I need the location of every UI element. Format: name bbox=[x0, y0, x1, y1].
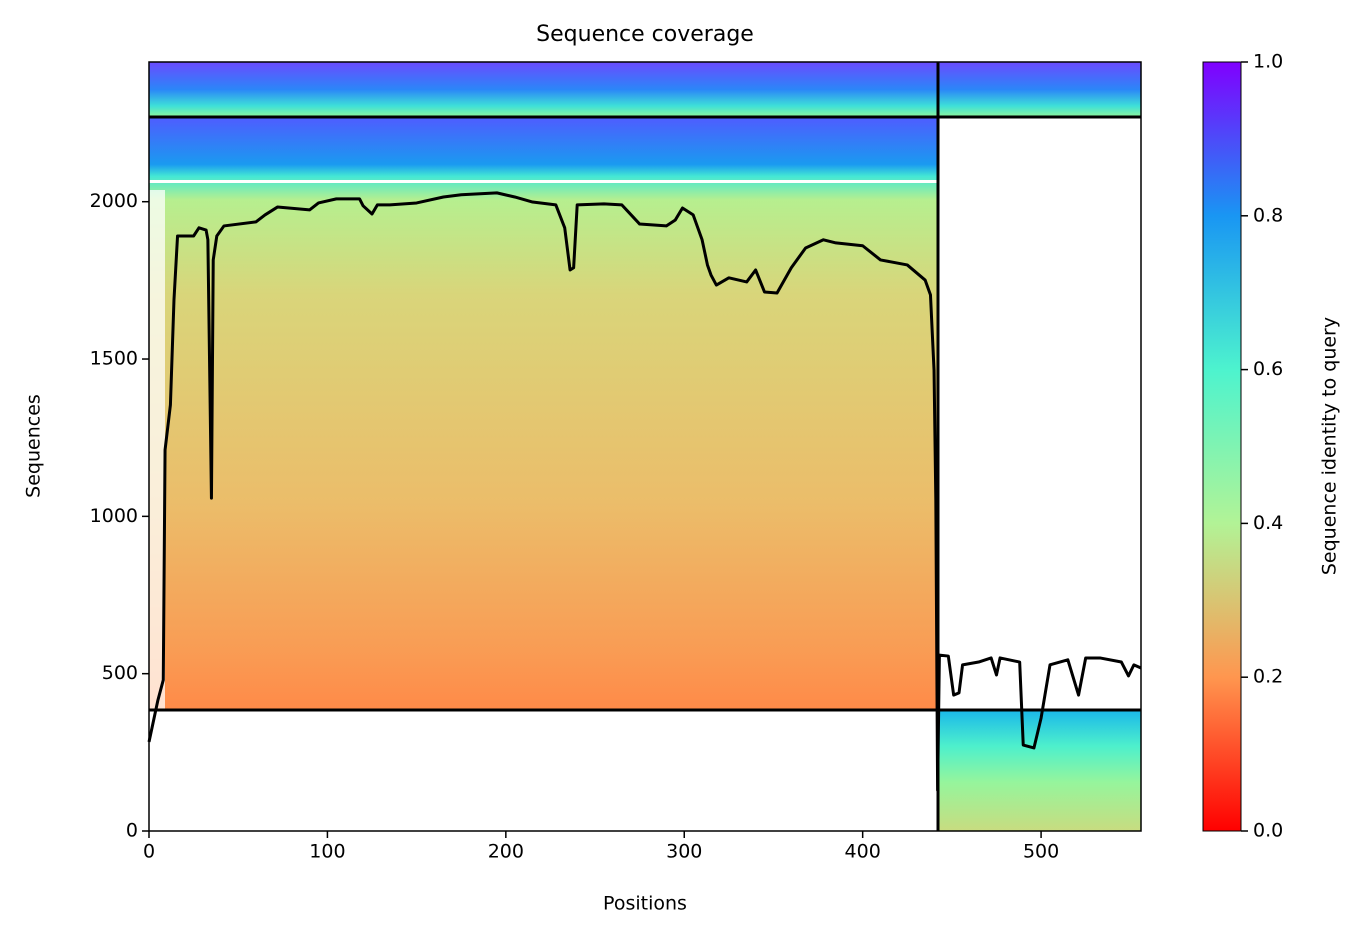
plot-frame bbox=[148, 61, 1142, 832]
colorbar-tick-label: 0.6 bbox=[1253, 358, 1283, 380]
y-tick-label: 0 bbox=[126, 820, 138, 842]
colorbar-tick-label: 1.0 bbox=[1253, 51, 1283, 73]
colorbar-label: Sequence identity to query bbox=[1319, 317, 1341, 575]
y-tick-label: 500 bbox=[102, 662, 138, 684]
x-tick-label: 0 bbox=[143, 841, 155, 863]
x-axis-label: Positions bbox=[603, 893, 687, 915]
coverage-line bbox=[147, 191, 1142, 792]
x-tick-label: 400 bbox=[845, 841, 881, 863]
x-tick-label: 500 bbox=[1023, 841, 1059, 863]
y-tick-label: 1500 bbox=[90, 348, 138, 370]
y-tick-label: 2000 bbox=[90, 190, 138, 212]
colorbar-tick-label: 0.8 bbox=[1253, 204, 1283, 226]
colorbar-tick-label: 0.4 bbox=[1253, 512, 1283, 534]
y-tick-label: 1000 bbox=[90, 505, 138, 527]
x-tick-label: 100 bbox=[309, 841, 345, 863]
msa-heatmap bbox=[149, 62, 1141, 831]
colorbar-tick-label: 0.2 bbox=[1253, 666, 1283, 688]
chart-title: Sequence coverage bbox=[536, 22, 754, 47]
colorbar bbox=[1202, 61, 1242, 832]
colorbar-tick-label: 0.0 bbox=[1253, 820, 1283, 842]
x-tick-label: 200 bbox=[488, 841, 524, 863]
y-axis-label: Sequences bbox=[23, 394, 45, 498]
x-tick-label: 300 bbox=[666, 841, 702, 863]
